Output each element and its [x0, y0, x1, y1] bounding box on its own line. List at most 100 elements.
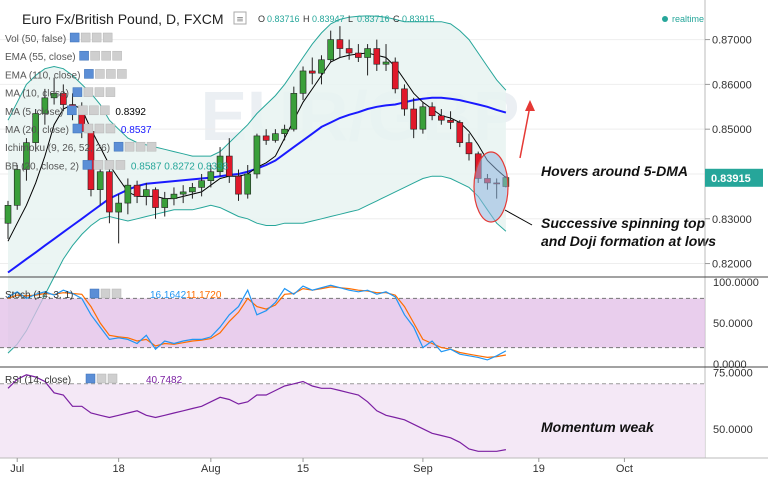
close-icon[interactable]: [146, 141, 157, 152]
candle: [336, 26, 344, 58]
close-icon[interactable]: [115, 160, 126, 170]
settings-icon[interactable]: [83, 87, 94, 97]
rsi-label: RSI (14, close): [5, 375, 71, 386]
add-icon[interactable]: [94, 123, 105, 134]
candle-body-bull: [170, 193, 178, 199]
candle-body-bull: [115, 202, 122, 213]
candle: [272, 129, 279, 143]
candle: [308, 57, 316, 85]
settings-icon[interactable]: [90, 50, 100, 61]
candle: [161, 191, 169, 217]
up-arrow-icon: [525, 100, 535, 111]
candle: [207, 165, 215, 188]
indicator-row[interactable]: EMA (110, close): [5, 69, 127, 81]
candle: [225, 138, 233, 183]
ohlc-value: 0.83716: [267, 14, 300, 24]
stoch-band: [0, 298, 705, 348]
stoch-axis: 100.0000 50.0000 0.0000: [713, 277, 759, 371]
add-icon[interactable]: [89, 105, 99, 116]
close-icon[interactable]: [112, 50, 122, 61]
candle: [419, 102, 427, 134]
symbol-title[interactable]: Euro Fx/British Pound, D, FXCM: [22, 11, 224, 27]
time-axis[interactable]: Jul 18 Aug 15 Sep 19 Oct: [10, 458, 633, 475]
settings-icon[interactable]: [93, 160, 104, 170]
candle: [50, 77, 58, 105]
add-icon[interactable]: [107, 373, 118, 384]
add-icon[interactable]: [135, 141, 146, 152]
indicator-row[interactable]: Vol (50, false): [5, 32, 113, 45]
eye-icon[interactable]: [72, 87, 83, 97]
settings-icon[interactable]: [100, 288, 111, 299]
candle: [189, 182, 196, 199]
add-icon[interactable]: [104, 160, 115, 170]
candle-body-bear: [391, 61, 399, 90]
indicator-label: EMA (55, close): [5, 52, 76, 63]
time-tick-label: Sep: [413, 463, 433, 475]
header-settings-icon[interactable]: [233, 11, 247, 25]
indicator-row[interactable]: MA (5, close) 0.8392: [5, 105, 146, 118]
candle-body-bull: [124, 184, 132, 204]
price-tick-label: 0.87000: [712, 35, 752, 47]
candle: [41, 88, 49, 125]
indicator-label: MA (5, close): [5, 107, 63, 118]
ohlc-value: 0.83716: [357, 14, 390, 24]
eye-icon[interactable]: [84, 69, 94, 79]
candle-body-bear: [465, 142, 473, 155]
indicator-label: MA (20, close): [5, 125, 69, 136]
eye-icon[interactable]: [113, 141, 124, 152]
candle-body-bull: [41, 97, 49, 114]
settings-icon[interactable]: [83, 123, 94, 134]
indicator-row[interactable]: MA (10, close): [5, 87, 116, 100]
candle-body-bull: [318, 59, 325, 74]
candle: [124, 178, 132, 215]
candle: [4, 200, 12, 239]
ohlc-value: 0.83947: [312, 14, 345, 24]
eye-icon[interactable]: [72, 123, 83, 134]
candle-body-bear: [152, 189, 159, 208]
settings-icon[interactable]: [95, 69, 105, 79]
settings-icon[interactable]: [80, 32, 91, 43]
rsi-axis: 75.0000 50.0000: [713, 368, 753, 436]
candle: [32, 109, 39, 152]
rsi-band: [0, 383, 705, 458]
add-icon[interactable]: [101, 50, 111, 61]
indicator-row[interactable]: EMA (55, close): [5, 50, 122, 63]
candle: [106, 165, 113, 224]
last-price-label: 0.83915: [711, 173, 751, 185]
stoch-d-value: 11.1720: [186, 290, 222, 301]
settings-icon[interactable]: [96, 373, 107, 384]
candle: [23, 138, 30, 181]
candle-body-bull: [4, 205, 12, 224]
eye-icon[interactable]: [79, 50, 89, 61]
eye-icon[interactable]: [69, 32, 80, 43]
eye-icon[interactable]: [89, 288, 100, 299]
candle-body-bull: [281, 128, 288, 134]
close-icon[interactable]: [102, 32, 113, 43]
candle: [355, 44, 362, 62]
stoch-tick-label: 0.0000: [713, 359, 747, 371]
eye-icon[interactable]: [82, 160, 93, 170]
candle: [465, 133, 473, 161]
candle-body-bull: [382, 61, 390, 65]
close-icon[interactable]: [105, 87, 116, 97]
close-icon[interactable]: [100, 105, 110, 116]
candle-body-bull: [13, 169, 21, 206]
indicator-row[interactable]: BB (20, close, 2) 0.8587 0.8272 0.8338: [5, 160, 229, 172]
add-icon[interactable]: [111, 288, 122, 299]
settings-icon[interactable]: [78, 105, 88, 116]
indicator-row[interactable]: MA (20, close) 0.8537: [5, 123, 152, 136]
eye-icon[interactable]: [85, 373, 96, 384]
close-icon[interactable]: [117, 69, 127, 79]
stoch-k-line: [7, 284, 507, 361]
price-tick-label: 0.83000: [712, 214, 752, 226]
add-icon[interactable]: [91, 32, 102, 43]
candle-body-bull: [143, 189, 150, 197]
settings-icon[interactable]: [124, 141, 135, 152]
indicator-row[interactable]: Ichimoku (9, 26, 52, 26): [5, 141, 157, 154]
add-icon[interactable]: [94, 87, 105, 97]
eye-icon[interactable]: [67, 105, 77, 116]
add-icon[interactable]: [106, 69, 116, 79]
candle-body-bear: [225, 155, 233, 177]
close-icon[interactable]: [105, 123, 116, 134]
